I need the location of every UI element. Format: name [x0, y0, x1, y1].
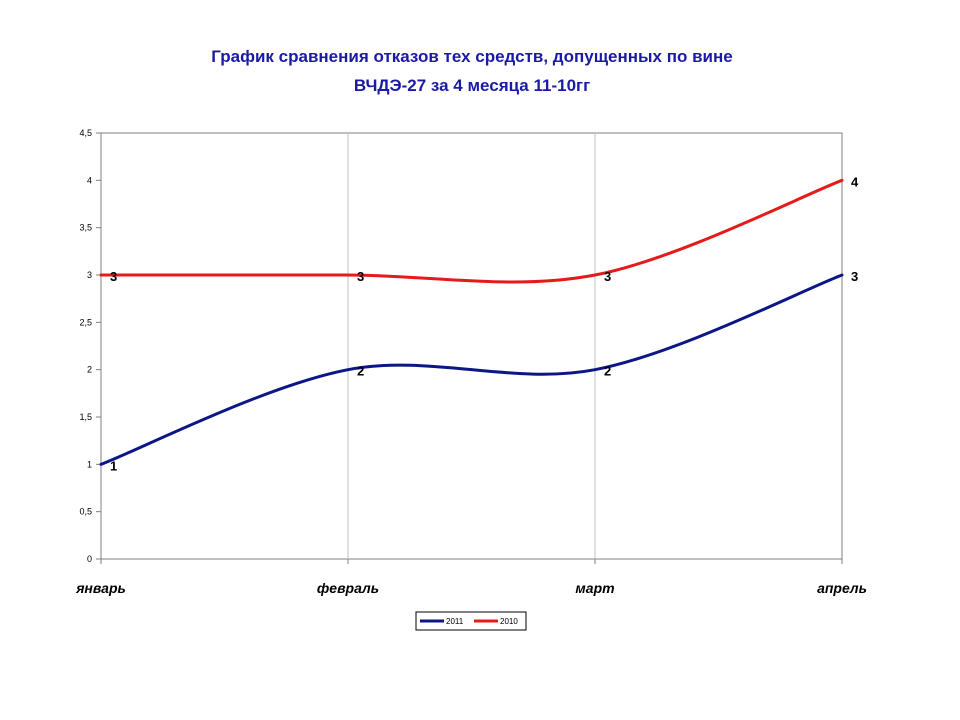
data-label-2011: 2 — [604, 364, 611, 379]
chart-title: График сравнения отказов тех средств, до… — [0, 42, 944, 100]
chart-title-line-2: ВЧДЭ-27 за 4 месяца 11-10гг — [353, 76, 591, 95]
legend-label-2010: 2010 — [500, 617, 518, 626]
x-category-label: январь — [75, 580, 126, 596]
series-line-2010 — [99, 178, 844, 284]
plot-area — [100, 132, 843, 560]
y-tick-label: 4,5 — [79, 128, 92, 138]
data-label-2010: 3 — [357, 269, 364, 284]
y-tick-label: 2,5 — [79, 317, 92, 327]
y-tick-label: 0 — [87, 554, 92, 564]
data-label-2011: 3 — [851, 269, 858, 284]
y-tick-label: 1,5 — [79, 412, 92, 422]
data-label-2010: 3 — [110, 269, 117, 284]
x-category-label: март — [575, 580, 614, 596]
data-label-2011: 2 — [357, 364, 364, 379]
y-tick-label: 0,5 — [79, 507, 92, 517]
legend-label-2011: 2011 — [446, 617, 464, 626]
y-tick-label: 2 — [87, 365, 92, 375]
x-category-label: апрель — [817, 580, 867, 596]
legend-box — [415, 611, 527, 631]
x-category-label: февраль — [317, 580, 379, 596]
data-label-2011: 1 — [110, 458, 117, 473]
y-tick-label: 1 — [87, 459, 92, 469]
y-tick-label: 3,5 — [79, 223, 92, 233]
series-line-2011 — [99, 273, 844, 466]
data-label-2010: 3 — [604, 269, 611, 284]
y-tick-label: 3 — [87, 270, 92, 280]
y-tick-label: 4 — [87, 175, 92, 185]
chart-title-line-1: График сравнения отказов тех средств, до… — [211, 47, 733, 66]
data-label-2010: 4 — [851, 174, 859, 189]
